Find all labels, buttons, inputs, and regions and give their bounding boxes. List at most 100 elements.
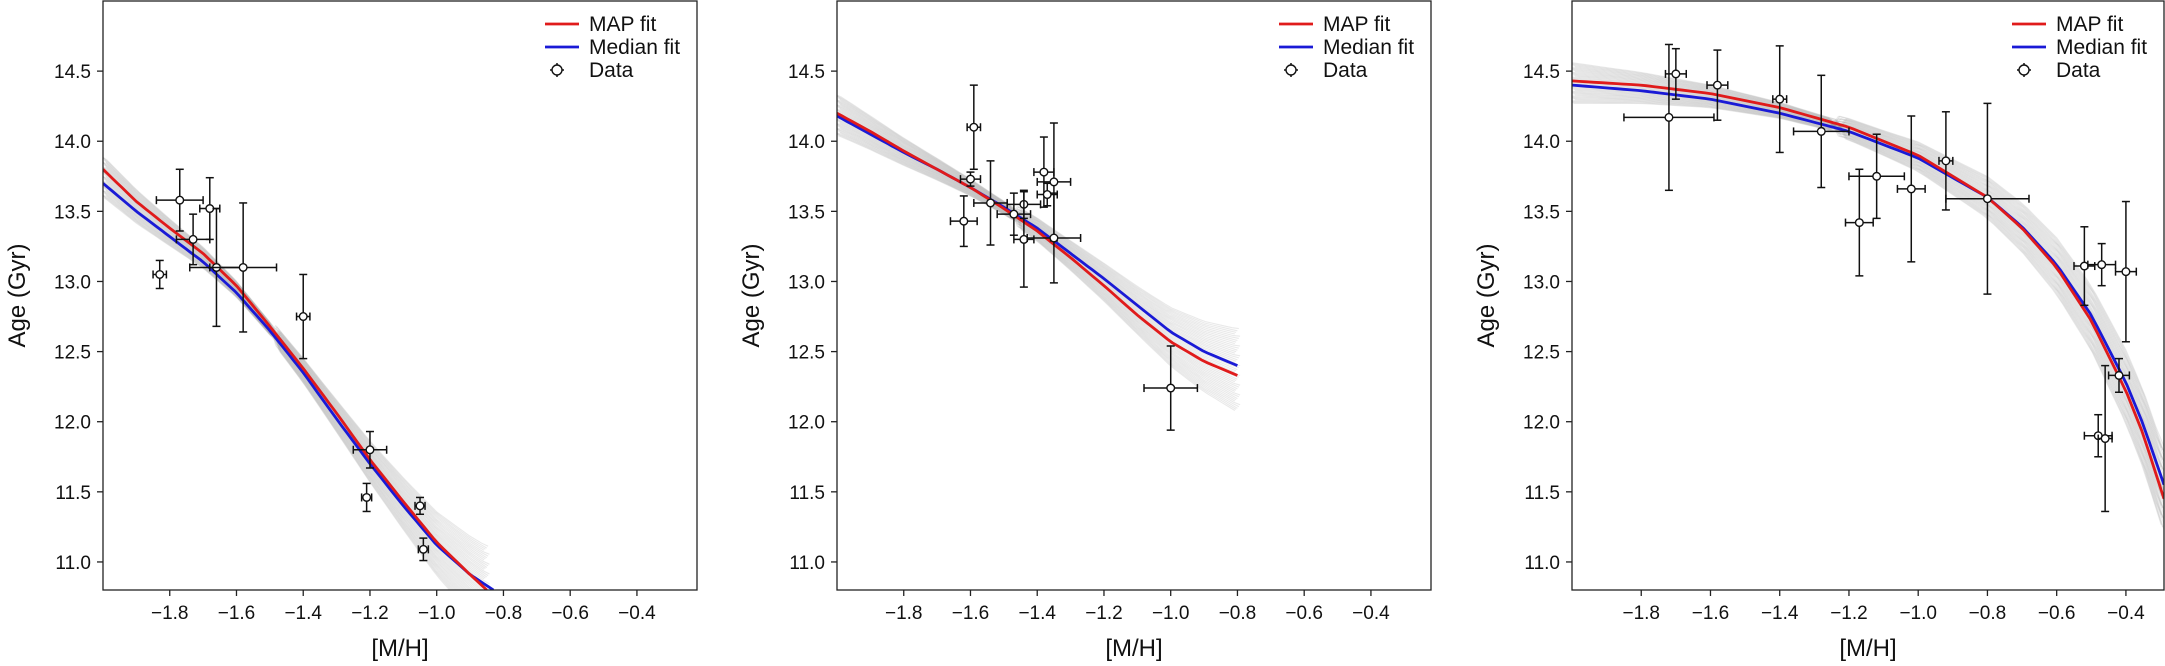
data-marker [1671,69,1681,79]
posterior-sample-curve [837,103,1236,392]
axes-frame [836,0,1432,591]
y-axis: 11.0 11.5 12.0 12.5 13.0 13.5 14.0 14.5 [54,62,103,574]
posterior-sample-curve [839,108,1241,386]
y-tick-label: 13.0 [1523,272,1560,293]
data-marker [418,544,428,554]
data-point [973,160,1008,246]
data-point [1623,43,1715,192]
legend-label: MAP fit [589,13,656,36]
posterior-sample-curve [105,161,457,590]
data-marker [1664,112,1674,122]
legend-median-fit: Median fit [2012,36,2147,59]
y-axis: 11.0 11.5 12.0 12.5 13.0 13.5 14.0 14.5 [1523,62,1572,574]
legend-map-fit: MAP fit [545,13,656,36]
x-axis: −1.8 −1.6 −1.4 −1.2 −1.0 −0.8 −0.6 −0.4 [151,590,656,624]
posterior-sample-curve [1572,62,2162,525]
data-point [966,84,982,171]
data-point [1013,190,1035,288]
posterior-sample-curve [838,106,1240,388]
data-marker [1906,184,1916,194]
posterior-sample-curve [1574,70,2164,512]
y-tick-label: 11.5 [55,483,91,504]
legend-map-fit: MAP fit [1279,13,1390,36]
data-marker [1941,156,1951,166]
y-tick-label: 12.5 [1523,343,1560,364]
y-tick-label: 14.0 [54,132,91,153]
x-axis-title: [M/H] [371,635,428,662]
data-marker [205,204,215,214]
panel-left: −1.8 −1.6 −1.4 −1.2 −1.0 −0.8 −0.6 −0.4 11.0 11.5… [4,0,698,662]
data-point [1938,111,1954,211]
map-fit-line [1572,79,2164,500]
panel-right: −1.8 −1.6 −1.4 −1.2 −1.0 −0.8 −0.6 −0.4 11.0 11.5… [1473,0,2165,662]
posterior-sample-curve [837,128,1238,342]
posterior-sample-curve [838,130,1239,339]
x-tick-label: −1.4 [1761,603,1799,624]
x-tick-label: −1.4 [284,603,322,624]
x-tick-label: −0.6 [551,603,589,624]
data-marker [1049,177,1059,187]
posterior-sample-curve [103,185,486,569]
legend-label: Data [589,59,634,82]
x-tick-label: −0.8 [1219,603,1257,624]
median-fit-line [103,182,495,590]
data-point [1848,133,1906,220]
posterior-sample-curve [838,125,1239,349]
data-marker [188,234,198,244]
x-tick-label: −1.2 [1085,603,1123,624]
x-tick-label: −1.0 [418,603,456,624]
posterior-sample-curve [1572,97,2164,462]
data-point [1026,192,1082,284]
posterior-sample-curve [838,97,1240,408]
legend-label: Median fit [2056,36,2147,59]
x-tick-label: −1.0 [1899,603,1937,624]
posterior-sample-curve [837,108,1236,383]
legend-marker [551,64,563,76]
posterior-sample-curve [837,104,1237,391]
data-marker [1042,190,1052,200]
y-axis: 11.0 11.5 12.0 12.5 13.0 13.5 14.0 14.5 [788,62,837,574]
x-tick-label: −0.8 [485,603,523,624]
data-point [1945,102,2030,295]
x-tick-label: −1.4 [1018,603,1056,624]
posterior-sample-curve [103,161,458,590]
legend-data: Data [550,59,634,82]
y-tick-label: 11.0 [1524,553,1560,574]
posterior-sample-curve [837,128,1237,343]
data-marker [1039,167,1049,177]
posterior-sample-curve [1574,75,2164,502]
posterior-sample-curve [103,187,489,567]
data-marker [2100,434,2110,444]
x-axis-title: [M/H] [1839,635,1896,662]
axes-frame [1571,0,2165,591]
data-marker [1872,171,1882,181]
data-point [1706,49,1729,121]
data-point [1792,74,1850,189]
data-marker [1982,194,1992,204]
x-tick-label: −1.6 [952,603,990,624]
x-axis: −1.8 −1.6 −1.4 −1.2 −1.0 −0.8 −0.6 −0.4 [885,590,1390,624]
y-tick-label: 12.5 [54,343,91,364]
y-tick-label: 13.0 [54,272,91,293]
data-marker [1775,94,1785,104]
data-point [155,168,204,232]
legend-label: Data [1323,59,1368,82]
y-tick-label: 14.0 [788,132,825,153]
x-axis: −1.8 −1.6 −1.4 −1.2 −1.0 −0.8 −0.6 −0.4 [1622,590,2145,624]
posterior-sample-curve [839,99,1241,406]
legend-data: Data [1284,59,1368,82]
posterior-sample-curve [103,185,488,568]
y-tick-label: 12.0 [788,413,825,434]
posterior-sample-curve [103,166,466,590]
posterior-sample-curve [1573,65,2164,526]
posterior-sample-curve [1574,99,2164,454]
y-tick-label: 14.5 [54,62,91,83]
legend-label: MAP fit [2056,13,2123,36]
data-marker [986,198,996,208]
legend-median-fit: Median fit [545,36,680,59]
posterior-sample-curve [1573,69,2164,516]
data-marker [959,216,969,226]
plot-area [1572,43,2164,530]
y-tick-label: 11.5 [789,483,825,504]
